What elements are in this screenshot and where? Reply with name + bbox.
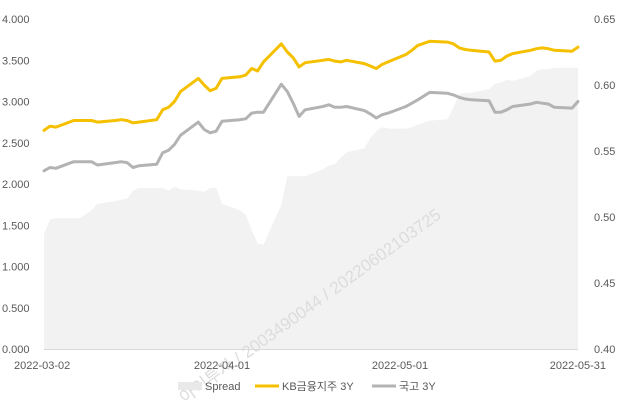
left-axis-tick-label: 0.000	[2, 344, 30, 356]
left-axis-tick-label: 3.500	[2, 55, 30, 67]
left-axis-tick-label: 2.000	[2, 179, 30, 191]
legend-swatch-spread	[178, 382, 202, 390]
x-axis-tick-label: 2022-04-01	[194, 360, 250, 372]
series-line-kb금융지주-3y	[42, 39, 580, 132]
legend: Spread KB금융지주 3Y 국고 3Y	[178, 380, 436, 393]
legend-label-spread: Spread	[205, 381, 240, 393]
right-axis-tick-label: 0.60	[594, 80, 615, 92]
line-layer	[42, 39, 580, 173]
right-axis-tick-label: 0.45	[594, 278, 615, 290]
right-axis-tick-label: 0.40	[594, 344, 615, 356]
right-axis-tick-label: 0.65	[594, 14, 615, 26]
legend-label-kb금융지주-3y: KB금융지주 3Y	[282, 380, 354, 393]
left-axis-tick-label: 0.500	[2, 303, 30, 315]
x-axis-tick-label: 2022-05-31	[550, 360, 606, 372]
x-axis-tick-label: 2022-05-01	[372, 360, 428, 372]
legend-label-국고-3y: 국고 3Y	[399, 381, 436, 393]
left-axis-tick-label: 3.000	[2, 97, 30, 109]
axes-layer: 0.000 0.500 1.000 1.500 2.000 2.500 3.000 3.500…	[2, 14, 615, 372]
series-line-국고-3y	[42, 82, 580, 173]
right-axis-tick-label: 0.50	[594, 212, 615, 224]
left-axis-tick-label: 1.000	[2, 262, 30, 274]
left-axis-tick-label: 1.500	[2, 220, 30, 232]
left-axis-tick-label: 2.500	[2, 138, 30, 150]
right-axis-tick-label: 0.55	[594, 146, 615, 158]
x-axis-tick-label: 2022-03-02	[14, 360, 70, 372]
series-area-spread	[44, 67, 578, 350]
left-axis-tick-label: 4.000	[2, 14, 30, 26]
spread-area-layer	[44, 67, 578, 350]
